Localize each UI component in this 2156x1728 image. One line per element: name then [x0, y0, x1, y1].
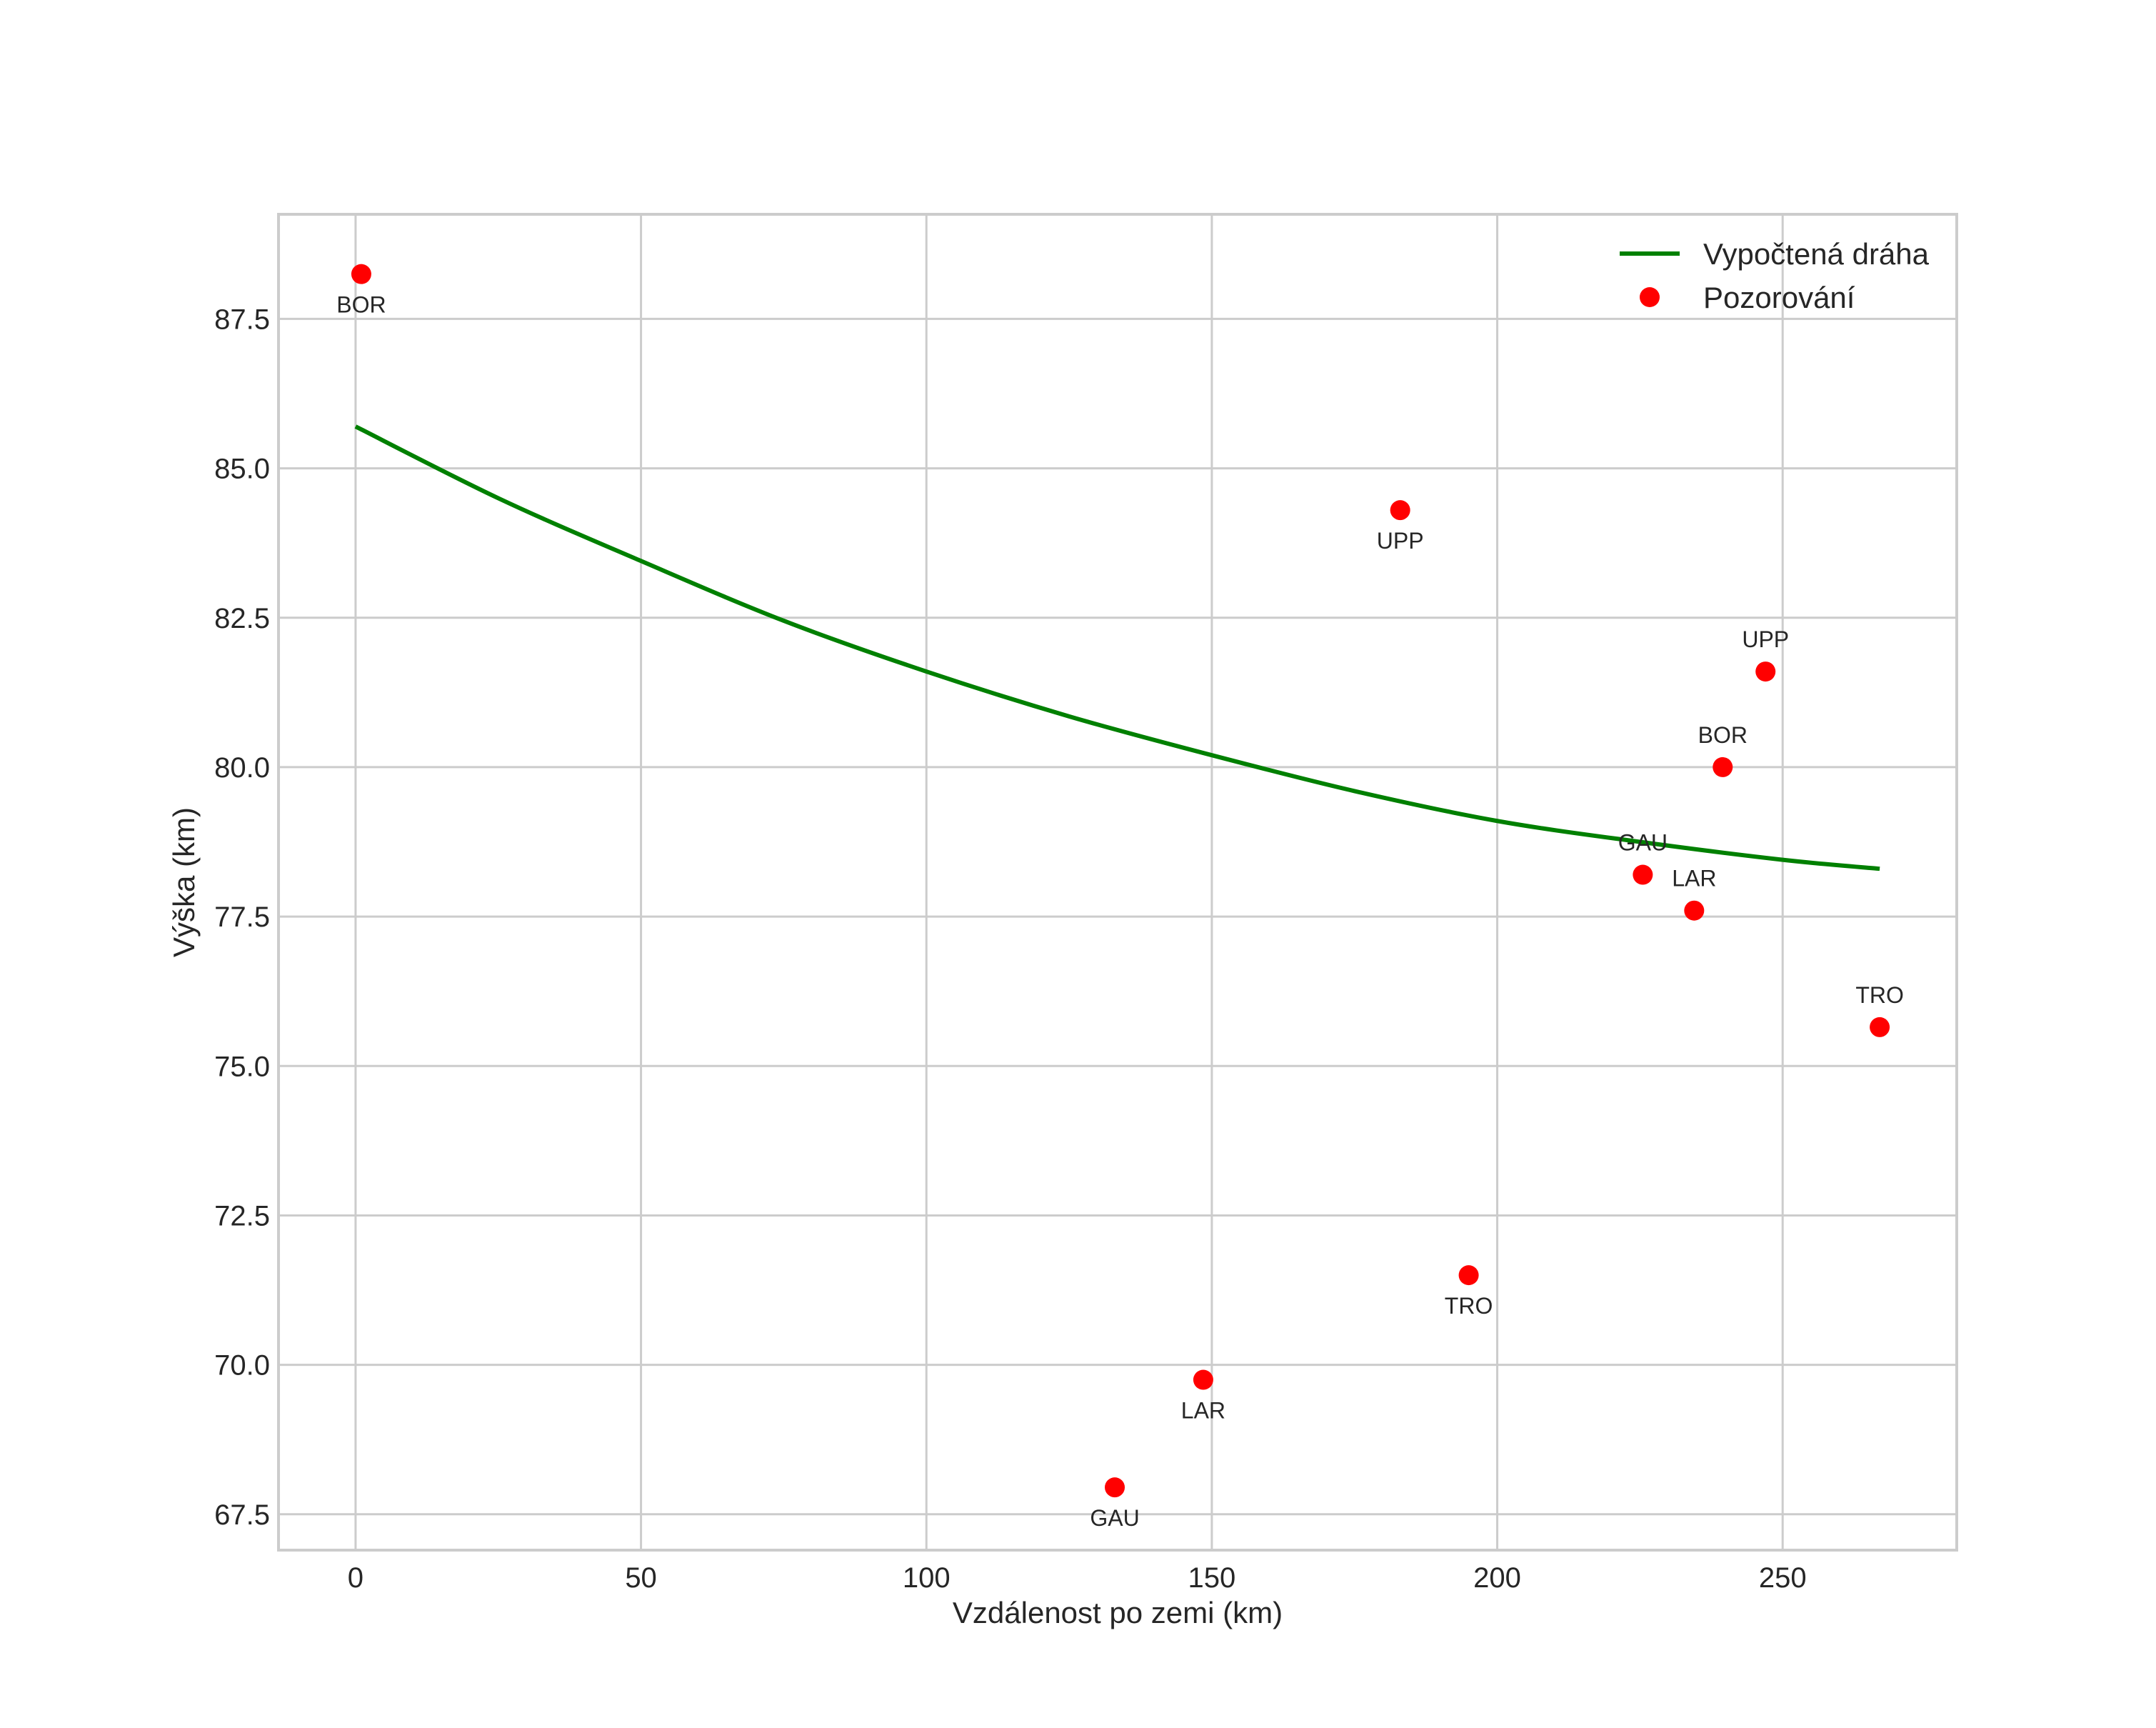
legend-label-scatter: Pozorování: [1703, 281, 1855, 314]
x-tick-label: 250: [1759, 1562, 1807, 1594]
y-tick-label: 67.5: [214, 1499, 270, 1531]
legend-marker-swatch: [1640, 287, 1660, 307]
observation-label: TRO: [1445, 1293, 1493, 1319]
observation-point: [1105, 1477, 1125, 1498]
y-tick-label: 70.0: [214, 1350, 270, 1382]
observation-label: BOR: [1698, 722, 1748, 748]
observation-label: BOR: [336, 292, 386, 318]
observation-point: [351, 264, 371, 284]
observation-point: [1390, 500, 1410, 521]
x-axis-ticks: 0 50 100 150 200 250: [348, 1562, 1807, 1594]
observation-label: UPP: [1377, 528, 1424, 554]
x-tick-label: 100: [903, 1562, 951, 1594]
y-tick-label: 82.5: [214, 603, 270, 634]
observation-point: [1633, 864, 1653, 885]
x-tick-label: 50: [625, 1562, 657, 1594]
x-tick-label: 0: [348, 1562, 363, 1594]
grid: [279, 214, 1957, 1550]
x-tick-label: 200: [1473, 1562, 1521, 1594]
legend: Vypočtená dráha Pozorování: [1620, 237, 1930, 314]
observation-point: [1713, 756, 1733, 777]
observation-label: TRO: [1855, 982, 1904, 1008]
observation-point: [1193, 1369, 1213, 1390]
observation-point: [1870, 1017, 1890, 1037]
y-tick-label: 80.0: [214, 752, 270, 784]
plot-frame: [277, 213, 1958, 1552]
legend-label-line: Vypočtená dráha: [1703, 237, 1930, 271]
trajectory-line: [354, 424, 1880, 872]
observation-label: UPP: [1742, 626, 1789, 652]
x-tick-label: 150: [1188, 1562, 1236, 1594]
observation-point: [1458, 1265, 1479, 1286]
x-axis-label: Vzdálenost po zemi (km): [953, 1596, 1283, 1629]
observation-label: GAU: [1090, 1505, 1139, 1531]
y-tick-label: 87.5: [214, 304, 270, 335]
observation-label: LAR: [1181, 1398, 1225, 1424]
y-tick-label: 85.0: [214, 454, 270, 485]
y-tick-label: 77.5: [214, 902, 270, 933]
y-tick-label: 72.5: [214, 1200, 270, 1232]
y-axis-ticks: 67.5 70.0 72.5 75.0 77.5 80.0 82.5 85.0 87.5: [214, 304, 270, 1530]
observation-label: LAR: [1672, 866, 1716, 892]
observation-label: GAU: [1618, 830, 1668, 856]
observation-point: [1684, 900, 1705, 921]
observation-point: [1755, 661, 1776, 682]
y-axis-label: Výška (km): [167, 807, 201, 957]
y-tick-label: 75.0: [214, 1051, 270, 1082]
